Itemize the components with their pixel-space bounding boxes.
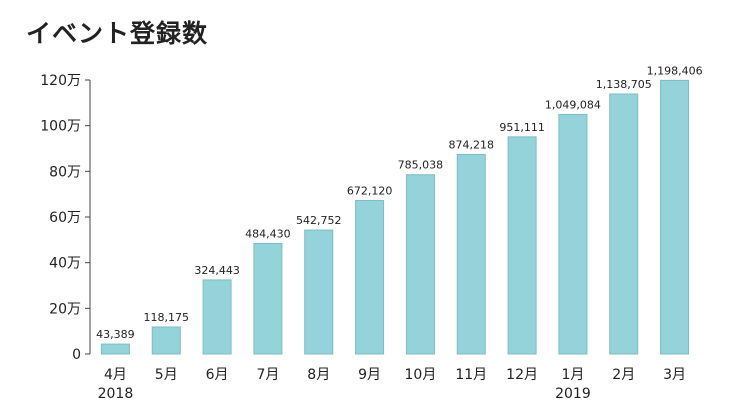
x-tick-label: 1月 <box>561 367 584 383</box>
x-tick-label: 6月 <box>206 367 229 383</box>
bar-value-label: 542,752 <box>296 214 342 227</box>
x-tick-label: 12月 <box>506 367 538 383</box>
bar-value-label: 785,038 <box>398 159 444 172</box>
x-tick-label: 11月 <box>455 367 487 383</box>
bar <box>202 279 232 355</box>
bar <box>151 326 181 355</box>
x-tick-label: 5月 <box>155 367 178 383</box>
bar <box>253 242 283 355</box>
y-tick-label: 0 <box>72 347 81 363</box>
bar <box>405 174 435 355</box>
y-tick-label: 120万 <box>40 73 81 89</box>
bar <box>507 136 537 355</box>
bar-value-label: 118,175 <box>144 311 190 324</box>
bar-value-label: 484,430 <box>245 227 291 240</box>
bar-value-label: 951,111 <box>499 121 545 134</box>
bar-value-label: 1,138,705 <box>596 78 652 91</box>
y-tick-label: 80万 <box>49 164 81 180</box>
bar-value-label: 672,120 <box>347 185 393 198</box>
y-tick-label: 100万 <box>40 119 81 135</box>
x-tick-label: 10月 <box>405 367 437 383</box>
bar <box>660 79 690 355</box>
x-tick-label: 4月 <box>104 367 127 383</box>
y-tick-label: 20万 <box>49 301 81 317</box>
chart-title: イベント登録数 <box>26 19 209 48</box>
bar <box>456 153 486 355</box>
x-tick-label: 9月 <box>358 367 381 383</box>
bar-value-label: 874,218 <box>449 138 495 151</box>
x-year-label: 2019 <box>555 386 591 402</box>
x-tick-label: 7月 <box>256 367 279 383</box>
y-tick-label: 60万 <box>49 210 81 226</box>
bar <box>304 229 334 355</box>
x-tick-label: 3月 <box>663 367 686 383</box>
bar <box>100 343 130 355</box>
bar <box>609 93 639 355</box>
bar-value-label: 1,198,406 <box>647 64 703 77</box>
x-year-label: 2018 <box>98 386 134 402</box>
x-tick-label: 2月 <box>612 367 635 383</box>
bar <box>558 113 588 355</box>
x-tick-label: 8月 <box>307 367 330 383</box>
y-tick-label: 40万 <box>49 256 81 272</box>
bar-value-label: 324,443 <box>194 264 240 277</box>
bar-value-label: 43,389 <box>96 328 135 341</box>
bar <box>355 200 385 355</box>
bar-value-label: 1,049,084 <box>545 98 601 111</box>
